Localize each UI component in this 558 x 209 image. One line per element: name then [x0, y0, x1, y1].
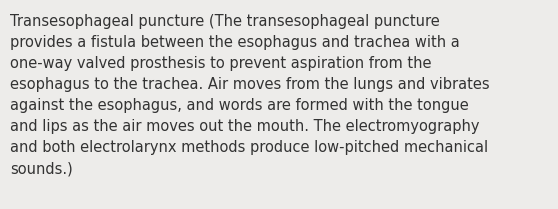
Text: Transesophageal puncture (The transesophageal puncture
provides a fistula betwee: Transesophageal puncture (The transesoph…: [10, 14, 489, 176]
